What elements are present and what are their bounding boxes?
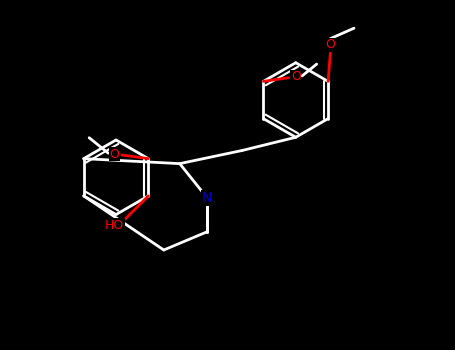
Text: O: O [110, 148, 120, 161]
Text: HO: HO [105, 218, 124, 231]
Text: N: N [202, 191, 212, 205]
Text: O: O [325, 38, 335, 51]
Text: O: O [291, 70, 301, 83]
